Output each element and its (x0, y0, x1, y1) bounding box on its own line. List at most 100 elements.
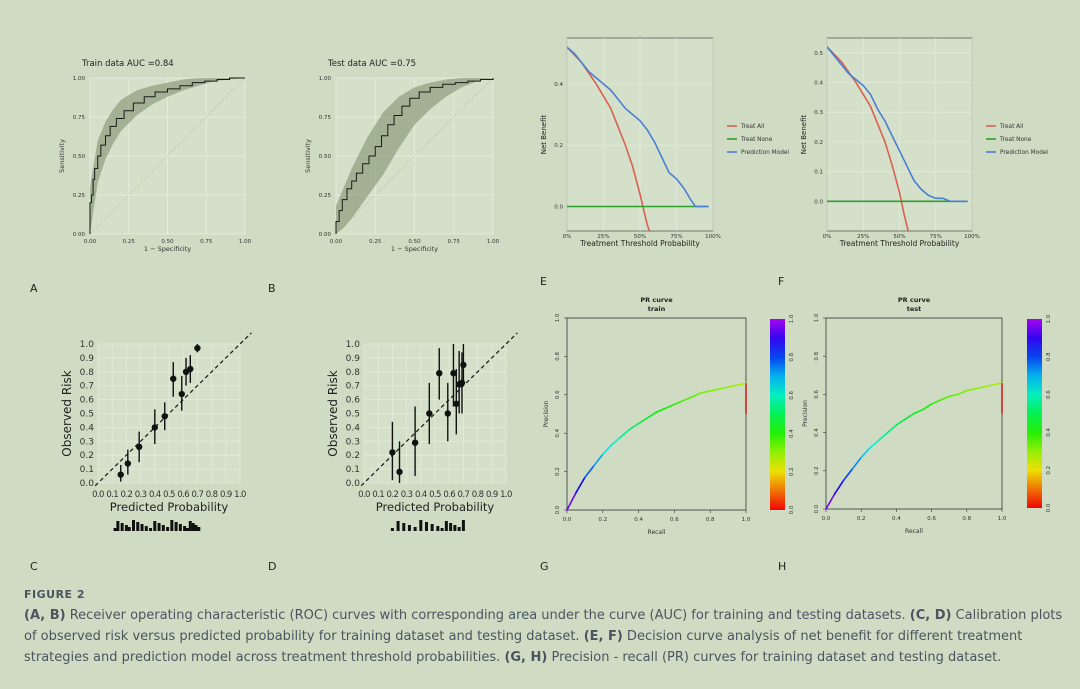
y-tick-label: 0.0 (554, 204, 563, 210)
chart-subtitle: train (648, 305, 666, 313)
y-tick-label: 0.7 (346, 382, 360, 392)
x-tick-label: 0.0 (358, 490, 370, 500)
data-point (458, 379, 466, 387)
rug-bar (157, 523, 161, 531)
colorbar-tick-label: 0.2 (789, 467, 795, 476)
x-tick-label: 0.25 (123, 239, 136, 245)
x-tick-label: 0.2 (598, 517, 607, 523)
colorbar-tick-label: 0.0 (1046, 503, 1052, 512)
rug-bar (144, 526, 148, 531)
chart-subtitle: test (907, 305, 922, 313)
roc-curve (335, 78, 494, 234)
y-tick-label: 1.0 (80, 340, 95, 350)
y-tick-label: 0.25 (319, 193, 332, 199)
x-tick-label: 0.2 (387, 490, 399, 500)
x-tick-label: 0.0 (92, 490, 104, 500)
data-point (426, 410, 433, 417)
y-tick-label: 1.0 (346, 340, 361, 350)
x-axis-label: 1 − Specificity (144, 245, 191, 253)
y-tick-label: 0.4 (814, 81, 823, 87)
x-tick-label: 1.0 (742, 517, 751, 523)
x-tick-label: 100% (964, 234, 980, 240)
x-tick-label: 0.3 (401, 490, 413, 500)
panel-letter-b: B (268, 282, 276, 295)
y-tick-label: 0.3 (346, 437, 360, 447)
y-tick-label: 0.2 (814, 466, 820, 475)
diagonal-reference (335, 77, 494, 235)
rug-bar (191, 523, 195, 531)
y-tick-label: 1.0 (555, 313, 561, 322)
x-tick-label: 0.6 (670, 517, 679, 523)
legend-entry: Treat All (740, 124, 765, 130)
colorbar-tick-label: 0.8 (789, 352, 795, 361)
caption-body: (A, B) Receiver operating characteristic… (24, 605, 1064, 668)
caption-segment: Receiver operating characteristic (ROC) … (65, 608, 910, 623)
roc-panel-b: 0.000.00 0.25 0.25 0.50 0.50 0.75 0.75 1.00 1.00… (304, 59, 500, 253)
rug-bar (185, 528, 189, 531)
y-axis-label: Sensitivity (58, 139, 66, 173)
y-tick-label: 0.5 (80, 410, 94, 420)
x-tick-label: 0.50 (161, 239, 174, 245)
pr-curve-segment (877, 431, 889, 442)
panel-letter-f: F (778, 275, 784, 288)
caption-segment: Decision curve analysis of net benefit f… (24, 629, 1023, 665)
pr-curve-segment (700, 390, 712, 394)
rug-bar (457, 527, 461, 531)
roc-curve (89, 77, 245, 234)
rug-bar (149, 528, 153, 531)
rug-bar (197, 527, 201, 531)
rug-bar (127, 527, 131, 531)
pr-curve-segment (825, 492, 836, 510)
data-point (436, 369, 443, 377)
caption-segment: Precision - recall (PR) curves for train… (547, 650, 1002, 665)
legend-entry: Prediction Model (1000, 150, 1048, 156)
rug-bar (407, 525, 411, 531)
x-tick-label: 1.0 (998, 516, 1007, 522)
pr-curve-segment (948, 393, 959, 398)
data-point (194, 344, 201, 352)
legend-entry: Treat None (740, 137, 773, 143)
x-tick-label: 1.0 (500, 490, 512, 500)
x-tick-label: 0.6 (927, 516, 936, 522)
pr-curve-segment (930, 399, 942, 405)
pr-curve-segment (727, 384, 738, 388)
pr-panel-h: 0.00.00.20.20.40.40.60.60.80.81.01.0PR c… (802, 296, 1052, 535)
rug-bar (413, 527, 417, 531)
rug-bar (132, 520, 135, 531)
colorbar-tick-label: 0.6 (1046, 390, 1052, 399)
chart-title: Train data AUC =0.84 (81, 59, 174, 69)
rug-bar (440, 528, 444, 531)
y-tick-label: 0.6 (80, 396, 95, 406)
caption-segment: (G, H) (504, 650, 548, 665)
pr-curve-segment (709, 388, 720, 392)
y-tick-label: 1.00 (73, 76, 86, 82)
y-tick-label: 0.6 (346, 396, 361, 406)
y-tick-label: 0.6 (814, 390, 820, 399)
series-line-prediction-model (827, 46, 968, 203)
colorbar-tick-label: 1.0 (789, 314, 795, 323)
rug-bar (166, 527, 170, 531)
panel-letter-e: E (540, 275, 547, 288)
pr-curve-segment (691, 392, 703, 398)
pr-curve-segment (566, 491, 577, 511)
pr-curve-segment (895, 418, 907, 426)
x-tick-label: 0.2 (857, 516, 866, 522)
rug-bar (174, 522, 178, 531)
y-tick-label: 0.2 (346, 451, 360, 461)
rug-bar (449, 523, 453, 531)
colorbar-tick-label: 0.2 (1046, 466, 1052, 475)
pr-curve-segment (904, 412, 915, 421)
pr-curve-segment (965, 387, 977, 392)
pr-curve-segment (833, 479, 845, 495)
colorbar (1027, 319, 1042, 508)
x-tick-label: 50% (634, 234, 646, 240)
caption-segment: (E, F) (583, 629, 623, 644)
rug-bar (120, 523, 124, 531)
y-tick-label: 0.3 (814, 110, 823, 116)
rug-bar (124, 525, 128, 531)
legend: Treat All Treat None Prediction Model (727, 124, 789, 156)
legend-entry: Treat None (999, 137, 1032, 143)
x-tick-label: 0.25 (369, 239, 382, 245)
pr-curve-segment (886, 424, 898, 434)
